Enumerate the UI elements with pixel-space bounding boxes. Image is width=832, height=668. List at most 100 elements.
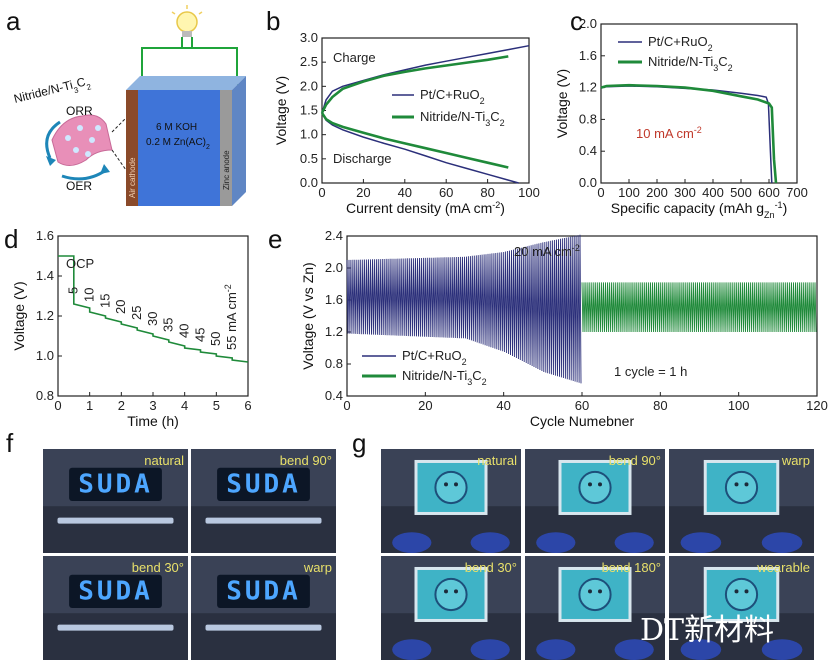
step-label: 5 — [66, 287, 81, 294]
y-tick-label: 1.6 — [325, 292, 343, 307]
photos-g: natural bend 90° warp bend 30° bend 180° wear… — [381, 449, 814, 660]
catalyst-sheet — [51, 114, 113, 166]
x-tick-label: 1 — [86, 398, 93, 413]
chart-e-annotation: 20 mA cm-2 — [514, 243, 580, 259]
glove-right — [470, 639, 510, 660]
photo-tile: natural — [381, 449, 521, 553]
photo-label: bend 180° — [602, 560, 661, 575]
y-tick-label: 2.5 — [300, 54, 318, 69]
series-line — [320, 112, 509, 169]
orr-arrow-icon — [45, 120, 61, 159]
photo-label: bend 90° — [280, 453, 332, 468]
x-tick-label: 2 — [118, 398, 125, 413]
air-cathode — [126, 90, 138, 206]
x-axis-label: Cycle Numebner — [530, 413, 635, 429]
glove-left — [536, 532, 576, 553]
y-tick-label: 0.5 — [300, 151, 318, 166]
panel-letter-f: f — [6, 428, 14, 458]
y-axis-label: Voltage (V) — [11, 281, 27, 350]
chart-b: 0 20 40 60 80 100 0.0 0.5 1.0 1.5 2.0 2.5 3.0 Current… — [273, 30, 540, 216]
series-line — [600, 83, 778, 184]
sign-text: SUDA — [78, 577, 153, 607]
series-line — [320, 55, 509, 114]
glove-right — [614, 639, 654, 660]
x-tick-label: 0 — [318, 185, 325, 200]
chart-b-annotation-discharge: Discharge — [333, 151, 392, 166]
panel-e: e 0 20 40 60 80 100 120 0.4 0.8 1.2 1.6 2.0 2.4 Cycle… — [268, 224, 828, 429]
panel-letter-b: b — [266, 6, 280, 36]
y-tick-label: 1.4 — [36, 268, 54, 283]
panel-c: c 0 100 200 300 400 500 600 700 0.0 0.4 0.8 1.2 1.6 2… — [554, 6, 808, 220]
y-tick-label: 0.8 — [579, 111, 597, 126]
x-tick-label: 4 — [181, 398, 188, 413]
legend-entry: Nitride/N-Ti3C2 — [402, 368, 487, 387]
x-tick-label: 120 — [806, 398, 828, 413]
photo-tile: warp — [669, 449, 814, 553]
y-tick-label: 0.8 — [325, 356, 343, 371]
step-label: 50 — [208, 332, 223, 346]
x-tick-label: 700 — [786, 185, 808, 200]
series-line — [581, 282, 817, 333]
glove-right — [761, 532, 803, 553]
y-tick-label: 1.2 — [325, 324, 343, 339]
panel-letter-d: d — [4, 224, 18, 254]
panel-b: b 0 20 40 60 80 100 0.0 0.5 1.0 1.5 2.0 2.5 3.0 Curre… — [266, 6, 540, 216]
series-line — [321, 112, 519, 184]
y-tick-label: 2.0 — [325, 260, 343, 275]
whale-icon — [724, 577, 759, 612]
x-axis-label: Current density (mA cm-2) — [346, 200, 505, 216]
panel-letter-a: a — [6, 6, 21, 36]
x-tick-label: 60 — [575, 398, 589, 413]
panel-g: g natural bend 90° warp bend 30° bend 180° we… — [352, 428, 814, 660]
legend-entry: Nitride/N-Ti3C2 — [648, 54, 733, 73]
circuit-wire — [141, 47, 238, 85]
photo-tile: SUDA bend 90° — [191, 449, 336, 553]
whale-icon — [434, 577, 468, 612]
photo-label: bend 30° — [465, 560, 517, 575]
photo-label: bend 90° — [609, 453, 661, 468]
panel-a: a Air cathode Zinc anode 6 M KOH 0.2 M Z… — [6, 5, 246, 206]
step-label: 20 — [113, 300, 128, 314]
photo-tile: bend 90° — [525, 449, 665, 553]
chart-e: 0 20 40 60 80 100 120 0.4 0.8 1.2 1.6 2.0 2.4 Cycle N… — [300, 228, 828, 429]
x-tick-label: 20 — [356, 185, 370, 200]
y-axis-label: Voltage (V) — [554, 69, 570, 138]
step-label: 45 — [192, 328, 207, 342]
photo-label: bend 30° — [132, 560, 184, 575]
panel-letter-e: e — [268, 224, 282, 254]
x-tick-label: 6 — [244, 398, 251, 413]
zinc-anode — [220, 90, 232, 206]
anode-label: Zinc anode — [222, 150, 231, 190]
sign-text: SUDA — [226, 470, 301, 500]
x-tick-label: 200 — [646, 185, 668, 200]
photo-label: natural — [144, 453, 184, 468]
y-tick-label: 2.0 — [579, 16, 597, 31]
oer-arrow-icon — [61, 168, 107, 181]
glove-right — [614, 532, 654, 553]
x-tick-label: 500 — [730, 185, 752, 200]
x-tick-label: 5 — [213, 398, 220, 413]
photo-tile: SUDA natural — [43, 449, 188, 553]
panel-letter-c: c — [570, 6, 583, 36]
series-line — [58, 255, 249, 363]
y-tick-label: 2.0 — [300, 78, 318, 93]
x-tick-label: 100 — [728, 398, 750, 413]
y-tick-label: 0.8 — [36, 388, 54, 403]
legend-entry: Pt/C+RuO2 — [402, 348, 467, 367]
plot-frame — [600, 23, 798, 184]
photo-label: wearable — [756, 560, 810, 575]
watermark: DT新材料 — [640, 613, 774, 648]
legend-entry: Pt/C+RuO2 — [420, 87, 485, 106]
x-tick-label: 20 — [418, 398, 432, 413]
electrolyte-koh: 6 M KOH — [156, 122, 197, 133]
whale-icon — [578, 470, 612, 505]
y-tick-label: 1.5 — [300, 103, 318, 118]
oer-label: OER — [66, 179, 92, 193]
x-tick-label: 40 — [496, 398, 510, 413]
y-tick-label: 0.4 — [579, 143, 597, 158]
y-tick-label: 1.6 — [579, 48, 597, 63]
